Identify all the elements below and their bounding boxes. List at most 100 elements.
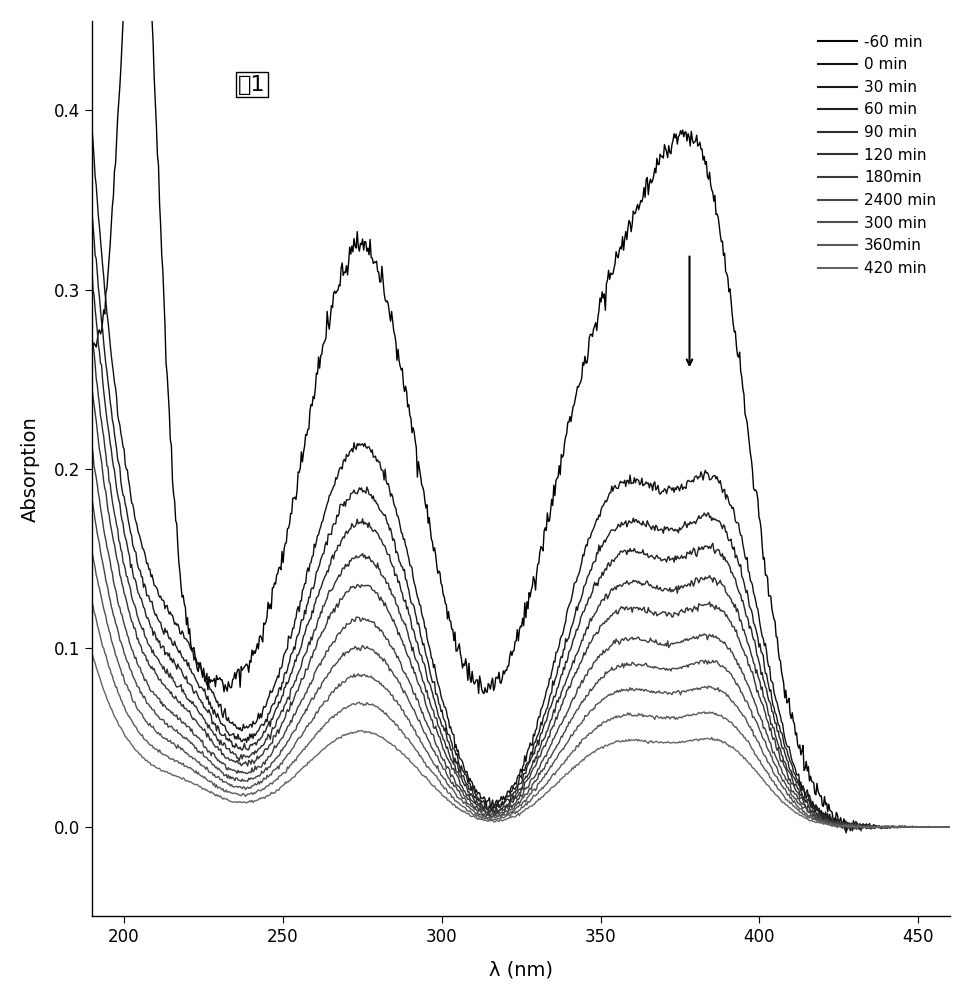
180min: [86, 439, 98, 451]
0 min: [585, 532, 596, 544]
-60 min: [634, 199, 646, 211]
-60 min: [608, 263, 619, 275]
2400 min: [633, 658, 645, 670]
300 min: [585, 705, 596, 717]
Line: 30 min: 30 min: [92, 210, 951, 831]
30 min: [845, 825, 856, 837]
420 min: [86, 647, 98, 659]
120 min: [825, 819, 837, 831]
300 min: [945, 821, 956, 833]
-60 min: [840, 824, 852, 836]
60 min: [825, 816, 837, 828]
420 min: [585, 749, 596, 761]
Line: 0 min: 0 min: [92, 127, 951, 833]
360min: [945, 821, 956, 833]
Line: 420 min: 420 min: [92, 653, 951, 828]
180min: [945, 821, 956, 833]
120 min: [857, 822, 869, 834]
30 min: [585, 564, 596, 576]
120 min: [945, 821, 956, 833]
420 min: [737, 750, 749, 762]
300 min: [737, 710, 749, 722]
360min: [139, 734, 151, 746]
180min: [585, 662, 596, 674]
-60 min: [826, 806, 838, 818]
Line: 360min: 360min: [92, 602, 951, 828]
Line: 180min: 180min: [92, 445, 951, 829]
420 min: [607, 738, 619, 750]
60 min: [633, 547, 645, 559]
180min: [851, 823, 862, 835]
360min: [633, 708, 645, 720]
0 min: [825, 811, 837, 823]
120 min: [585, 637, 596, 649]
120 min: [737, 643, 749, 655]
360min: [825, 817, 837, 829]
60 min: [139, 602, 151, 614]
30 min: [945, 821, 956, 833]
120 min: [139, 649, 151, 661]
0 min: [139, 546, 151, 558]
300 min: [825, 817, 837, 829]
0 min: [840, 827, 852, 839]
30 min: [633, 515, 645, 527]
300 min: [607, 688, 619, 700]
-60 min: [945, 821, 956, 833]
X-axis label: λ (nm): λ (nm): [489, 960, 553, 979]
0 min: [737, 539, 749, 551]
90 min: [139, 629, 151, 641]
2400 min: [585, 683, 596, 695]
90 min: [585, 613, 596, 625]
2400 min: [86, 492, 98, 504]
2400 min: [139, 690, 151, 702]
60 min: [737, 594, 749, 606]
0 min: [633, 475, 645, 487]
360min: [585, 727, 596, 739]
90 min: [86, 329, 98, 341]
180min: [607, 637, 619, 649]
30 min: [825, 815, 837, 827]
60 min: [607, 554, 619, 566]
Y-axis label: Absorption: Absorption: [20, 416, 40, 522]
180min: [633, 631, 645, 643]
Line: -60 min: -60 min: [92, 0, 951, 830]
180min: [139, 675, 151, 687]
360min: [864, 822, 876, 834]
180min: [737, 667, 749, 679]
300 min: [849, 822, 860, 834]
2400 min: [825, 818, 837, 830]
300 min: [86, 545, 98, 557]
60 min: [86, 262, 98, 274]
Line: 120 min: 120 min: [92, 386, 951, 828]
360min: [86, 596, 98, 608]
2400 min: [945, 821, 956, 833]
30 min: [86, 204, 98, 216]
300 min: [139, 713, 151, 725]
420 min: [842, 822, 854, 834]
Line: 90 min: 90 min: [92, 335, 951, 830]
0 min: [607, 485, 619, 497]
-60 min: [86, 340, 98, 352]
30 min: [139, 578, 151, 590]
90 min: [633, 575, 645, 587]
360min: [607, 713, 619, 725]
90 min: [825, 816, 837, 828]
90 min: [839, 824, 851, 836]
420 min: [825, 818, 837, 830]
2400 min: [737, 689, 749, 701]
90 min: [607, 584, 619, 596]
120 min: [633, 604, 645, 616]
420 min: [945, 821, 956, 833]
-60 min: [738, 388, 750, 400]
0 min: [86, 121, 98, 133]
Line: 300 min: 300 min: [92, 551, 951, 828]
Legend: -60 min, 0 min, 30 min, 60 min, 90 min, 120 min, 180min, 2400 min, 300 min, 360m: -60 min, 0 min, 30 min, 60 min, 90 min, …: [813, 28, 943, 282]
-60 min: [586, 328, 597, 340]
360min: [737, 729, 749, 741]
60 min: [945, 821, 956, 833]
30 min: [737, 572, 749, 584]
30 min: [607, 524, 619, 536]
60 min: [855, 825, 867, 837]
120 min: [607, 607, 619, 619]
180min: [825, 815, 837, 827]
